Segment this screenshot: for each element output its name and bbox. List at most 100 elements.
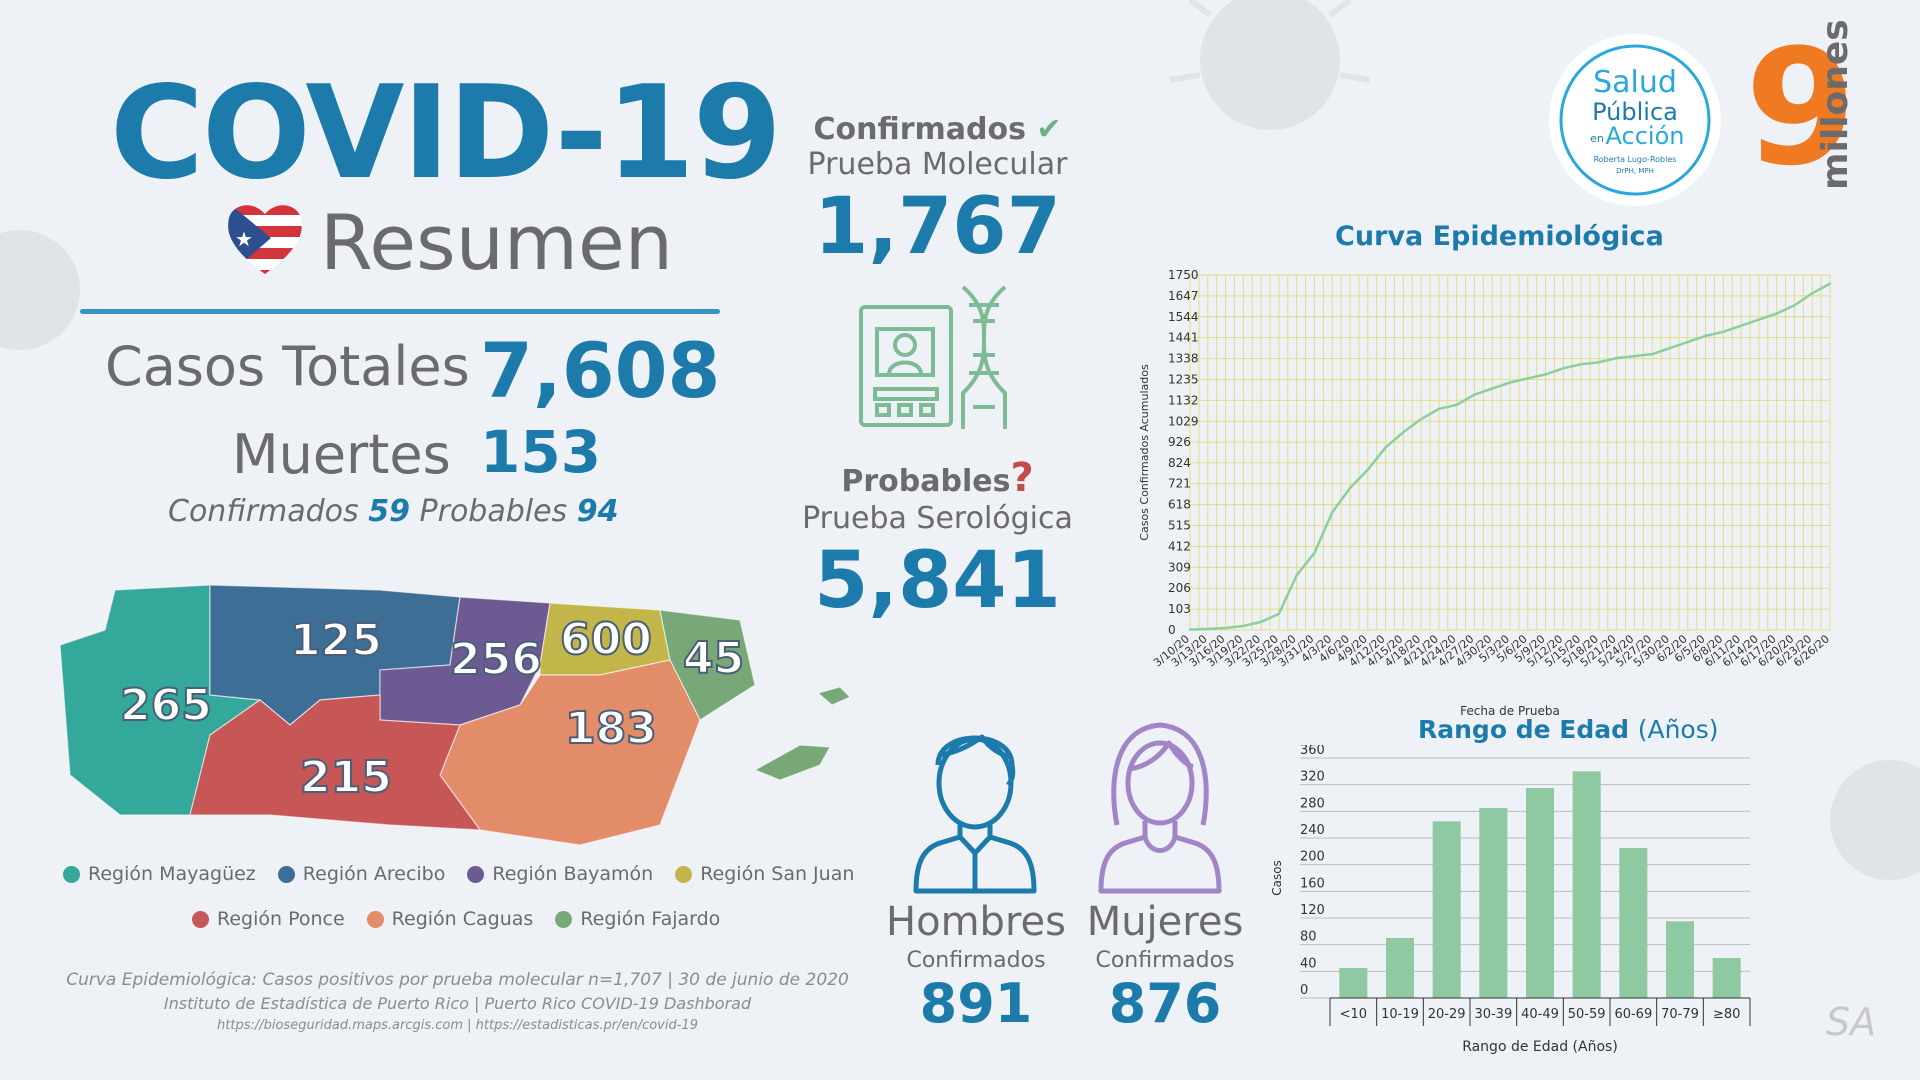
legend-item: Región Bayamón (467, 863, 653, 885)
data-point (1811, 292, 1814, 295)
legend-label: Región Fajardo (580, 908, 721, 930)
y-tick-label: 926 (1168, 435, 1191, 449)
legend-label: Región Ponce (217, 908, 345, 930)
y-tick-label: 103 (1168, 602, 1191, 616)
region-caguas-count: 183 (564, 702, 658, 755)
probable-tests-block: Probables? Prueba Serológica 5,841 (770, 455, 1105, 620)
data-point (1544, 373, 1547, 376)
brand-number: 9 (1745, 14, 1857, 201)
svg-text:★: ★ (235, 227, 253, 251)
x-axis-label: Rango de Edad (Años) (1462, 1039, 1618, 1055)
legend-dot (366, 910, 384, 928)
y-tick-label: 1029 (1168, 414, 1199, 428)
data-point (1757, 318, 1761, 321)
divider (80, 309, 720, 314)
legend-label: Región Arecibo (302, 863, 446, 885)
deaths-probable-label: Probables (419, 494, 568, 529)
x-tick-label: 20-29 (1428, 1007, 1466, 1022)
curve-chart-title: Curva Epidemiológica (1335, 221, 1664, 252)
legend-dot (555, 910, 573, 928)
logo-line1: Salud (1593, 65, 1677, 100)
y-tick-label: 120 (1300, 903, 1325, 918)
x-tick-label: 30-39 (1474, 1007, 1512, 1022)
y-tick-label: 1647 (1168, 289, 1199, 303)
y-tick-label: 721 (1168, 477, 1191, 491)
data-point (1402, 431, 1405, 434)
probable-value: 5,841 (814, 536, 1061, 626)
y-tick-label: 309 (1168, 560, 1191, 574)
legend-label: Región San Juan (700, 863, 855, 885)
data-point (1313, 551, 1316, 555)
men-value: 891 (919, 972, 1033, 1035)
region-fajardo (659, 609, 756, 721)
data-point (1508, 381, 1512, 384)
y-tick-label: 1235 (1168, 372, 1199, 386)
source-note-3: https://bioseguridad.maps.arcgis.com | h… (217, 1018, 698, 1033)
data-point (1597, 361, 1601, 364)
y-tick-label: 206 (1168, 581, 1191, 595)
legend-item: Región Fajardo (555, 908, 720, 930)
x-axis-label: Fecha de Prueba (1460, 704, 1560, 715)
data-point (1704, 334, 1707, 338)
logo-line2: Pública (1592, 98, 1678, 126)
logo-line3a: en (1590, 132, 1604, 145)
data-point (1562, 367, 1565, 370)
deaths-breakdown: Confirmados 59 Probables 94 (168, 494, 618, 529)
confirmed-test-type: Prueba Molecular (807, 147, 1068, 182)
deaths-probable-value: 94 (576, 494, 619, 529)
y-tick-label: 618 (1168, 498, 1191, 512)
logo-line4: Roberta Lugo-Robles (1594, 155, 1677, 164)
y-tick-label: 1544 (1168, 310, 1199, 324)
region-bayamon-count: 256 (449, 633, 543, 686)
total-cases-value: 7,608 (480, 326, 721, 415)
bar (1619, 848, 1648, 998)
women-block: Mujeres Confirmados 876 (1055, 902, 1275, 1031)
data-point (1366, 468, 1369, 471)
data-point (1633, 354, 1636, 358)
probable-heading: Probables? (770, 455, 1105, 501)
x-tick-label: ≥80 (1713, 1007, 1740, 1022)
region-ponce-count: 215 (299, 751, 393, 804)
legend-item: Región Ponce (192, 908, 345, 930)
source-note-1: Curva Epidemiológica: Casos positivos po… (66, 970, 849, 990)
confirmed-heading: Confirmados ✔ (770, 112, 1105, 147)
bar (1572, 771, 1601, 998)
male-person-icon (913, 734, 1037, 894)
island-vieques (753, 744, 831, 781)
bar (1386, 938, 1414, 998)
legend-dot (63, 865, 80, 883)
virus-background-icon (1830, 760, 1920, 880)
data-point (1277, 612, 1281, 615)
bar (1339, 968, 1368, 998)
signature: SA (1826, 1000, 1877, 1044)
legend-dot (675, 865, 693, 883)
puerto-rico-region-map (60, 584, 852, 845)
data-point (1775, 312, 1778, 315)
deaths-label: Muertes (232, 423, 451, 486)
confirmed-heading-text: Confirmados (813, 112, 1026, 147)
virus-background-icon (1169, 0, 1371, 130)
female-person-icon (1098, 722, 1222, 894)
legend-label: Región Mayagüez (88, 863, 256, 885)
y-tick-label: 320 (1300, 770, 1325, 785)
data-point (1793, 304, 1796, 307)
y-tick-label: 200 (1300, 850, 1325, 865)
data-point (1384, 446, 1387, 449)
deaths-value: 153 (480, 418, 602, 486)
page-subtitle: Resumen (320, 198, 673, 287)
legend-item: Región Mayagüez (63, 863, 256, 885)
region-fajardo-count: 45 (682, 632, 745, 685)
y-tick-label: 1441 (1168, 331, 1199, 345)
men-sub: Confirmados (906, 948, 1046, 973)
y-tick-label: 160 (1300, 876, 1325, 891)
confirmed-value: 1,767 (814, 182, 1061, 272)
data-point (1668, 346, 1672, 350)
y-tick-label: 0 (1168, 623, 1176, 637)
legend-item: Región Caguas (366, 908, 534, 930)
region-arecibo-count: 125 (289, 614, 383, 667)
map-legend-row-2: Región Ponce Región Caguas Región Fajard… (192, 908, 720, 930)
bar (1526, 788, 1554, 998)
men-label: Hombres (886, 899, 1066, 945)
legend-label: Región Caguas (391, 908, 534, 930)
data-point (1828, 282, 1832, 285)
